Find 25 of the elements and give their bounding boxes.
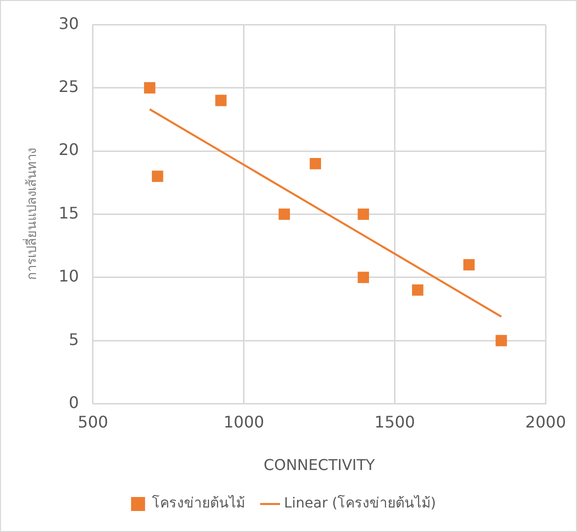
x-tick-label: 1000: [223, 412, 264, 432]
x-tick-label: 1500: [374, 412, 416, 432]
x-tick-label: 2000: [525, 412, 566, 432]
point: [310, 158, 322, 170]
legend-label: Linear (โครงข่ายต้นไม้): [284, 494, 436, 512]
point: [152, 170, 164, 182]
y-tick-label: 30: [58, 14, 79, 33]
point: [358, 272, 370, 284]
point: [278, 208, 290, 220]
y-tick-label: 15: [58, 203, 79, 222]
point: [412, 284, 424, 296]
x-tick-label: 500: [78, 412, 108, 432]
legend-label: โครงข่ายต้นไม้: [152, 494, 246, 512]
point: [144, 82, 156, 94]
y-tick-label: 5: [68, 330, 79, 349]
y-tick-label: 0: [68, 392, 79, 412]
point: [496, 334, 507, 346]
y-axis-title: การเปลี่ยนแปลงเส้นทาง: [23, 148, 40, 280]
y-tick-label: 20: [58, 140, 79, 160]
y-tick-label: 25: [58, 76, 79, 96]
point: [215, 94, 227, 106]
y-tick-label: 10: [58, 266, 79, 286]
point: [463, 259, 475, 270]
x-axis-title: CONNECTIVITY: [264, 456, 376, 474]
point: [358, 208, 370, 220]
